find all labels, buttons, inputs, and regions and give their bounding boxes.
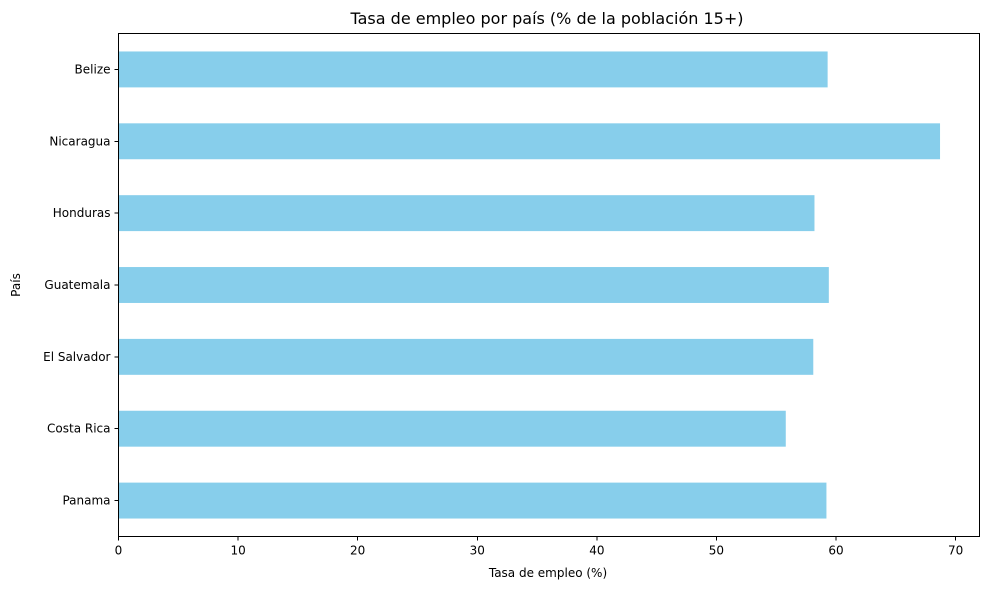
x-tick-label-40: 40 [589, 544, 604, 558]
bar-panama [118, 482, 827, 519]
y-tick-label-nicaragua: Nicaragua [49, 134, 110, 148]
bar-nicaragua [118, 123, 941, 160]
x-tick-label-60: 60 [828, 544, 843, 558]
y-tick-label-honduras: Honduras [53, 206, 111, 220]
x-tick-label-20: 20 [350, 544, 365, 558]
y-tick-label-el-salvador: El Salvador [43, 350, 110, 364]
bar-costa-rica [118, 410, 786, 447]
y-axis-label: País [9, 273, 23, 297]
bar-el-salvador [118, 338, 814, 375]
x-tick-label-70: 70 [948, 544, 963, 558]
x-tick-label-30: 30 [470, 544, 485, 558]
bar-honduras [118, 195, 815, 232]
y-tick-label-belize: Belize [75, 62, 111, 76]
x-tick-label-0: 0 [115, 544, 123, 558]
y-tick-label-panama: Panama [62, 494, 110, 508]
bar-belize [118, 51, 828, 88]
chart-title: Tasa de empleo por país (% de la poblaci… [350, 9, 744, 28]
bars [118, 51, 941, 519]
plot-frame [118, 33, 980, 537]
x-tick-label-50: 50 [709, 544, 724, 558]
y-tick-label-costa-rica: Costa Rica [47, 422, 110, 436]
x-axis-ticks: 0 10 20 30 40 50 60 70 [115, 536, 963, 558]
y-axis-ticks: Panama Costa Rica El Salvador Guatemala Hond… [43, 62, 119, 508]
x-tick-label-10: 10 [230, 544, 245, 558]
x-axis-label: Tasa de empleo (%) [488, 566, 607, 580]
bar-guatemala [118, 267, 829, 303]
y-tick-label-guatemala: Guatemala [44, 278, 110, 292]
